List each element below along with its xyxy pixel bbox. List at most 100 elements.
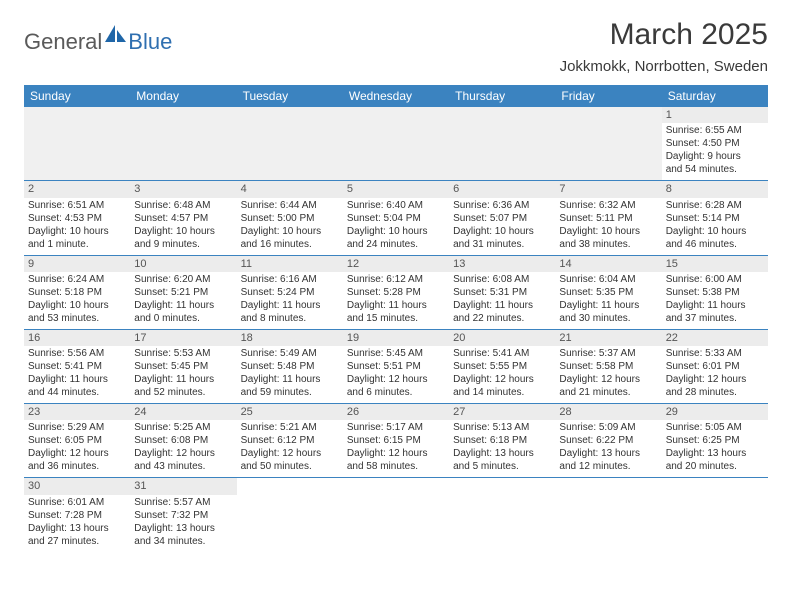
sunrise-text: Sunrise: 6:12 AM	[347, 273, 445, 286]
logo-text-blue: Blue	[128, 29, 172, 55]
daylight-text: and 28 minutes.	[666, 386, 764, 399]
sunset-text: Sunset: 6:08 PM	[134, 434, 232, 447]
day-number: 26	[343, 404, 449, 420]
daylight-text: Daylight: 10 hours	[559, 225, 657, 238]
calendar-cell: 28Sunrise: 5:09 AMSunset: 6:22 PMDayligh…	[555, 404, 661, 478]
day-number: 20	[449, 330, 555, 346]
calendar-row: 23Sunrise: 5:29 AMSunset: 6:05 PMDayligh…	[24, 404, 768, 478]
sunset-text: Sunset: 5:07 PM	[453, 212, 551, 225]
sunset-text: Sunset: 6:22 PM	[559, 434, 657, 447]
sunrise-text: Sunrise: 6:20 AM	[134, 273, 232, 286]
sunrise-text: Sunrise: 6:01 AM	[28, 496, 126, 509]
day-number: 2	[24, 181, 130, 197]
day-number: 28	[555, 404, 661, 420]
daylight-text: and 54 minutes.	[666, 163, 764, 176]
sunset-text: Sunset: 5:11 PM	[559, 212, 657, 225]
sunset-text: Sunset: 6:05 PM	[28, 434, 126, 447]
daylight-text: Daylight: 12 hours	[28, 447, 126, 460]
calendar-cell: 12Sunrise: 6:12 AMSunset: 5:28 PMDayligh…	[343, 255, 449, 329]
sunset-text: Sunset: 5:58 PM	[559, 360, 657, 373]
sunrise-text: Sunrise: 6:51 AM	[28, 199, 126, 212]
calendar-cell	[130, 107, 236, 181]
daylight-text: Daylight: 12 hours	[559, 373, 657, 386]
daylight-text: Daylight: 11 hours	[666, 299, 764, 312]
calendar-cell: 2Sunrise: 6:51 AMSunset: 4:53 PMDaylight…	[24, 181, 130, 255]
calendar-cell: 20Sunrise: 5:41 AMSunset: 5:55 PMDayligh…	[449, 329, 555, 403]
daylight-text: and 50 minutes.	[241, 460, 339, 473]
daylight-text: and 46 minutes.	[666, 238, 764, 251]
daylight-text: and 22 minutes.	[453, 312, 551, 325]
sunrise-text: Sunrise: 5:45 AM	[347, 347, 445, 360]
day-number: 1	[662, 107, 768, 123]
daylight-text: and 44 minutes.	[28, 386, 126, 399]
sunset-text: Sunset: 6:12 PM	[241, 434, 339, 447]
calendar-cell: 8Sunrise: 6:28 AMSunset: 5:14 PMDaylight…	[662, 181, 768, 255]
calendar-cell	[449, 478, 555, 552]
day-number: 10	[130, 256, 236, 272]
logo: General Blue	[24, 24, 172, 59]
sunset-text: Sunset: 6:15 PM	[347, 434, 445, 447]
day-number: 11	[237, 256, 343, 272]
daylight-text: Daylight: 12 hours	[453, 373, 551, 386]
day-number: 6	[449, 181, 555, 197]
daylight-text: Daylight: 12 hours	[347, 373, 445, 386]
calendar-cell: 10Sunrise: 6:20 AMSunset: 5:21 PMDayligh…	[130, 255, 236, 329]
sunset-text: Sunset: 6:25 PM	[666, 434, 764, 447]
daylight-text: Daylight: 10 hours	[28, 299, 126, 312]
sunrise-text: Sunrise: 5:57 AM	[134, 496, 232, 509]
calendar-cell: 25Sunrise: 5:21 AMSunset: 6:12 PMDayligh…	[237, 404, 343, 478]
sunrise-text: Sunrise: 5:05 AM	[666, 421, 764, 434]
day-number: 16	[24, 330, 130, 346]
sunrise-text: Sunrise: 5:33 AM	[666, 347, 764, 360]
day-number: 3	[130, 181, 236, 197]
sunrise-text: Sunrise: 5:53 AM	[134, 347, 232, 360]
daylight-text: Daylight: 11 hours	[559, 299, 657, 312]
calendar-cell	[343, 478, 449, 552]
calendar-row: 9Sunrise: 6:24 AMSunset: 5:18 PMDaylight…	[24, 255, 768, 329]
daylight-text: Daylight: 10 hours	[134, 225, 232, 238]
daylight-text: Daylight: 12 hours	[241, 447, 339, 460]
day-number: 27	[449, 404, 555, 420]
calendar-cell: 18Sunrise: 5:49 AMSunset: 5:48 PMDayligh…	[237, 329, 343, 403]
daylight-text: Daylight: 11 hours	[134, 299, 232, 312]
daylight-text: and 58 minutes.	[347, 460, 445, 473]
day-number: 7	[555, 181, 661, 197]
col-sunday: Sunday	[24, 85, 130, 107]
sunrise-text: Sunrise: 6:08 AM	[453, 273, 551, 286]
daylight-text: Daylight: 12 hours	[666, 373, 764, 386]
day-number: 24	[130, 404, 236, 420]
daylight-text: Daylight: 13 hours	[28, 522, 126, 535]
calendar-cell: 11Sunrise: 6:16 AMSunset: 5:24 PMDayligh…	[237, 255, 343, 329]
daylight-text: and 8 minutes.	[241, 312, 339, 325]
sunset-text: Sunset: 5:21 PM	[134, 286, 232, 299]
sunset-text: Sunset: 5:24 PM	[241, 286, 339, 299]
sunset-text: Sunset: 5:51 PM	[347, 360, 445, 373]
daylight-text: Daylight: 12 hours	[134, 447, 232, 460]
calendar-cell: 4Sunrise: 6:44 AMSunset: 5:00 PMDaylight…	[237, 181, 343, 255]
daylight-text: and 38 minutes.	[559, 238, 657, 251]
day-number: 8	[662, 181, 768, 197]
day-number: 4	[237, 181, 343, 197]
sunrise-text: Sunrise: 5:21 AM	[241, 421, 339, 434]
calendar-cell: 26Sunrise: 5:17 AMSunset: 6:15 PMDayligh…	[343, 404, 449, 478]
daylight-text: and 34 minutes.	[134, 535, 232, 548]
calendar-row: 30Sunrise: 6:01 AMSunset: 7:28 PMDayligh…	[24, 478, 768, 552]
daylight-text: and 24 minutes.	[347, 238, 445, 251]
sunrise-text: Sunrise: 6:28 AM	[666, 199, 764, 212]
sunset-text: Sunset: 5:14 PM	[666, 212, 764, 225]
title-block: March 2025 Jokkmokk, Norrbotten, Sweden	[560, 18, 768, 75]
sunset-text: Sunset: 5:04 PM	[347, 212, 445, 225]
day-number: 17	[130, 330, 236, 346]
sunrise-text: Sunrise: 5:56 AM	[28, 347, 126, 360]
calendar-cell: 27Sunrise: 5:13 AMSunset: 6:18 PMDayligh…	[449, 404, 555, 478]
calendar-cell: 16Sunrise: 5:56 AMSunset: 5:41 PMDayligh…	[24, 329, 130, 403]
sunset-text: Sunset: 5:48 PM	[241, 360, 339, 373]
daylight-text: Daylight: 10 hours	[453, 225, 551, 238]
col-wednesday: Wednesday	[343, 85, 449, 107]
day-number: 19	[343, 330, 449, 346]
sunrise-text: Sunrise: 6:32 AM	[559, 199, 657, 212]
logo-sail-icon	[104, 24, 128, 49]
col-thursday: Thursday	[449, 85, 555, 107]
day-number: 13	[449, 256, 555, 272]
daylight-text: Daylight: 11 hours	[453, 299, 551, 312]
